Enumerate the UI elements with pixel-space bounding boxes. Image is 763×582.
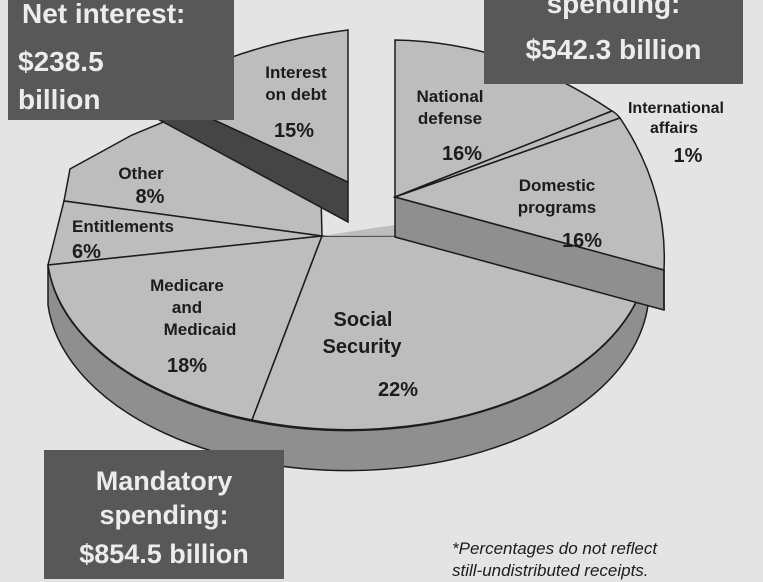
label-defense: National defense 16% — [416, 87, 483, 165]
footnote-line1: *Percentages do not reflect — [452, 539, 658, 558]
label-medicare-pct: 18% — [167, 355, 207, 377]
slice-medicare-medicaid — [47, 235, 324, 421]
label-defense-pct: 16% — [442, 143, 482, 165]
discretionary-box: spending: $542.3 billion — [484, 0, 743, 84]
label-entitlements-line1: Entitlements — [72, 217, 174, 236]
footnote-line2: still-undistributed receipts. — [452, 561, 649, 580]
label-other-pct: 8% — [136, 186, 165, 208]
label-international-pct: 1% — [674, 145, 703, 167]
label-domestic-line2: programs — [518, 198, 596, 217]
label-defense-line1: National — [416, 87, 483, 106]
label-interest-line2: on debt — [265, 85, 327, 104]
label-medicare: Medicare and Medicaid 18% — [150, 276, 236, 377]
label-medicare-line3: Medicaid — [164, 320, 237, 339]
net-interest-line2: $238.5 — [18, 46, 104, 77]
discretionary-line1: spending: — [546, 0, 681, 19]
label-domestic-pct: 16% — [562, 230, 602, 252]
label-social-line2: Security — [323, 336, 403, 358]
mandatory-line3: $854.5 billion — [79, 539, 249, 569]
label-international-line1: International — [628, 100, 724, 117]
slice-domestic-programs — [392, 117, 666, 271]
mandatory-line1: Mandatory — [95, 466, 233, 496]
label-entitlements-pct: 6% — [72, 241, 101, 263]
label-social-pct: 22% — [378, 379, 418, 401]
net-interest-line1: Net interest: — [22, 0, 186, 29]
label-entitlements: Entitlements 6% — [72, 217, 174, 263]
mandatory-box: Mandatory spending: $854.5 billion — [44, 450, 284, 579]
label-medicare-line2: and — [172, 298, 202, 317]
label-social: Social Security 22% — [323, 309, 419, 401]
label-interest-pct: 15% — [274, 120, 314, 142]
label-medicare-line1: Medicare — [150, 276, 224, 295]
label-other: Other 8% — [118, 164, 164, 208]
label-domestic-line1: Domestic — [519, 176, 596, 195]
net-interest-box: Net interest: $238.5 billion — [8, 0, 234, 120]
discretionary-line2: $542.3 billion — [525, 34, 702, 65]
label-domestic: Domestic programs 16% — [518, 176, 602, 252]
label-social-line1: Social — [334, 309, 393, 331]
label-international-line2: affairs — [650, 120, 698, 137]
label-interest-line1: Interest — [265, 63, 327, 82]
label-international: International affairs 1% — [628, 100, 724, 167]
footnote: *Percentages do not reflect still-undist… — [452, 538, 752, 582]
label-defense-line2: defense — [418, 109, 482, 128]
net-interest-line3: billion — [18, 84, 101, 115]
label-interest: Interest on debt 15% — [265, 63, 327, 142]
label-other-line1: Other — [118, 164, 164, 183]
mandatory-line2: spending: — [99, 500, 229, 530]
